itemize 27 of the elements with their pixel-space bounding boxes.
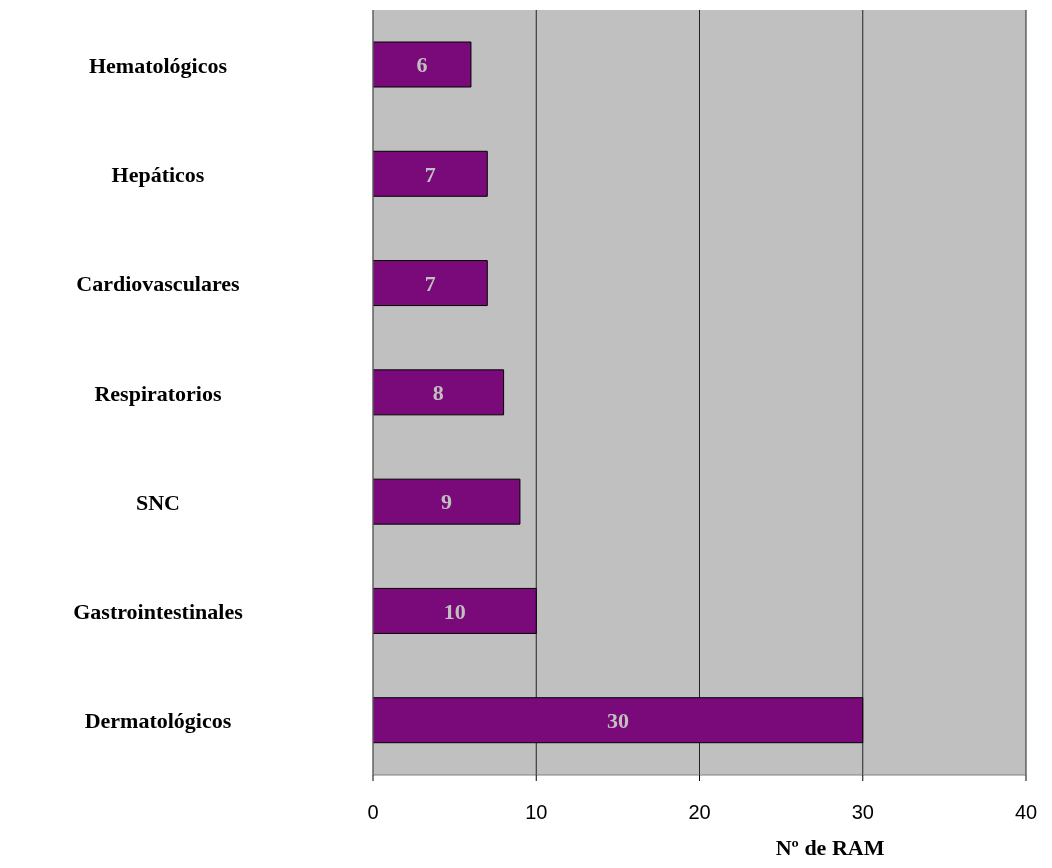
x-tick-label: 20 bbox=[688, 801, 711, 824]
bar bbox=[373, 587, 537, 634]
y-tick-label: Hepáticos bbox=[111, 161, 205, 187]
data-label: 30 bbox=[606, 708, 629, 734]
y-tick-label: Cardiovasculares bbox=[76, 271, 241, 297]
bar bbox=[373, 41, 472, 88]
x-axis-title: Nº de RAM bbox=[775, 835, 885, 860]
y-tick-label: SNC bbox=[135, 489, 181, 515]
x-tick-label: 10 bbox=[525, 801, 548, 824]
data-label: 10 bbox=[443, 598, 466, 624]
x-tick-label: 40 bbox=[1014, 801, 1038, 824]
data-label: 9 bbox=[440, 489, 452, 515]
bar bbox=[373, 697, 864, 744]
data-label: 6 bbox=[416, 52, 428, 78]
bar bbox=[373, 260, 488, 307]
y-tick-label: Respiratorios bbox=[94, 380, 222, 406]
data-label: 7 bbox=[424, 270, 436, 296]
bar bbox=[373, 478, 521, 525]
y-tick-label: Hematológicos bbox=[88, 52, 228, 78]
x-tick-label: 30 bbox=[851, 801, 874, 824]
y-tick-label: Dermatológicos bbox=[84, 708, 232, 734]
bar bbox=[373, 369, 505, 416]
data-label: 8 bbox=[432, 380, 444, 406]
x-tick-label: 0 bbox=[367, 801, 379, 824]
y-tick-label: Gastrointestinales bbox=[73, 599, 244, 625]
bar bbox=[373, 150, 488, 197]
data-label: 7 bbox=[424, 161, 436, 187]
